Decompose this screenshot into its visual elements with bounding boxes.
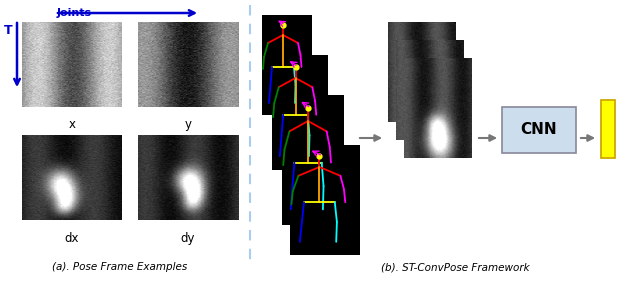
Text: T: T	[4, 24, 13, 37]
Bar	[272, 55, 328, 170]
Bar	[282, 95, 344, 225]
Bar	[290, 145, 360, 255]
Bar	[502, 107, 576, 153]
Text: dy: dy	[181, 232, 195, 245]
Text: y: y	[184, 118, 191, 131]
Text: CNN: CNN	[521, 122, 557, 137]
Bar	[601, 100, 615, 158]
Text: (a). Pose Frame Examples: (a). Pose Frame Examples	[52, 262, 188, 272]
Text: x: x	[69, 118, 76, 131]
Text: Joints: Joints	[57, 8, 92, 18]
Text: (b). ST-ConvPose Framework: (b). ST-ConvPose Framework	[381, 262, 529, 272]
Bar	[262, 15, 312, 115]
Text: dx: dx	[65, 232, 80, 245]
